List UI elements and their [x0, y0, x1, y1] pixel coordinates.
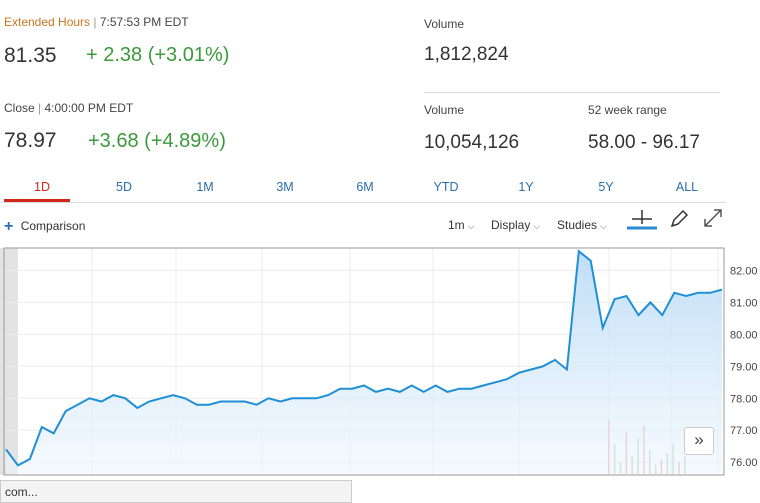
- studies-label: Studies: [557, 218, 598, 232]
- double-chevron-right-icon: »: [694, 430, 704, 449]
- y-tick-label: 81.00: [730, 297, 758, 309]
- y-tick-label: 78.00: [730, 393, 758, 405]
- x-tick-label: 15:00: [504, 478, 534, 480]
- plus-icon: +: [4, 218, 14, 235]
- tab-3m[interactable]: 3M: [276, 180, 294, 194]
- y-tick-label: 77.00: [730, 425, 758, 437]
- extended-hours-time: 7:57:53 PM EDT: [99, 15, 189, 29]
- tab-5y[interactable]: 5Y: [598, 180, 614, 194]
- studies-select[interactable]: Studies ⌵: [557, 218, 607, 232]
- crosshair-icon: [627, 210, 657, 230]
- chart-frame: [3, 247, 725, 476]
- extended-hours-label: Extended Hours: [4, 15, 91, 29]
- comparison-button[interactable]: + Comparison: [4, 218, 85, 236]
- chevron-down-icon: ⌵: [533, 221, 541, 231]
- extended-price: 81.35: [4, 44, 57, 67]
- tab-1d[interactable]: 1D: [34, 180, 50, 194]
- extended-volume: 1,812,824: [424, 44, 509, 65]
- x-tick-label: 4/3: [710, 478, 727, 480]
- close-change: +3.68 (+4.89%): [88, 130, 226, 152]
- draw-button[interactable]: [668, 208, 690, 230]
- close-header: Close | 4:00:00 PM EDT: [4, 101, 134, 115]
- tab-ytd[interactable]: YTD: [433, 180, 459, 194]
- tab-1y[interactable]: 1Y: [518, 180, 534, 194]
- range-value: 58.00 - 96.17: [588, 132, 700, 153]
- close-volume-label: Volume: [424, 103, 465, 117]
- x-tick-label: 17:00: [656, 478, 686, 480]
- display-label: Display: [491, 218, 531, 232]
- fullscreen-button[interactable]: [702, 207, 724, 229]
- extended-change: + 2.38 (+3.01%): [86, 44, 230, 66]
- extended-volume-label: Volume: [424, 17, 465, 31]
- extended-hours-header: Extended Hours | 7:57:53 PM EDT: [4, 15, 189, 29]
- x-tick-label: 00: [343, 478, 357, 480]
- price-area: [6, 251, 722, 475]
- price-line: [5, 249, 723, 467]
- close-price: 78.97: [4, 129, 57, 152]
- interval-label: 1m: [448, 218, 465, 232]
- crosshair-button[interactable]: [626, 207, 658, 231]
- x-tick-label: 16:00: [594, 478, 624, 480]
- y-tick-label: 79.00: [730, 361, 758, 373]
- chart-scroll-handle[interactable]: [0, 248, 18, 475]
- close-label: Close: [4, 101, 35, 115]
- chevron-down-icon: ⌵: [600, 221, 607, 231]
- expand-icon: [704, 209, 722, 227]
- y-tick-label: 76.00: [730, 457, 758, 469]
- scroll-forward-button[interactable]: »: [684, 427, 714, 455]
- x-tick-label: 14:00: [418, 478, 448, 480]
- active-tab-indicator: [4, 199, 70, 202]
- range-label: 52 week range: [588, 103, 667, 117]
- status-bar: com...: [0, 480, 352, 503]
- tab-1m[interactable]: 1M: [196, 180, 214, 194]
- close-volume: 10,054,126: [424, 132, 520, 153]
- tab-5d[interactable]: 5D: [116, 180, 132, 194]
- y-tick-label: 82.00: [730, 265, 758, 277]
- close-time: 4:00:00 PM EDT: [44, 101, 134, 115]
- pencil-icon: [670, 209, 689, 228]
- comparison-label: Comparison: [20, 219, 86, 233]
- chevron-down-icon: ⌵: [467, 221, 475, 231]
- tab-all[interactable]: ALL: [675, 180, 699, 194]
- interval-select[interactable]: 1m ⌵: [448, 218, 475, 232]
- status-text: com...: [5, 485, 38, 499]
- display-select[interactable]: Display ⌵: [491, 218, 540, 232]
- tab-6m[interactable]: 6M: [356, 180, 374, 194]
- price-chart[interactable]: 76.00 77.00 78.00 79.00 80.00 81.00 82.00 00 14…: [0, 243, 760, 480]
- y-tick-label: 80.00: [730, 329, 758, 341]
